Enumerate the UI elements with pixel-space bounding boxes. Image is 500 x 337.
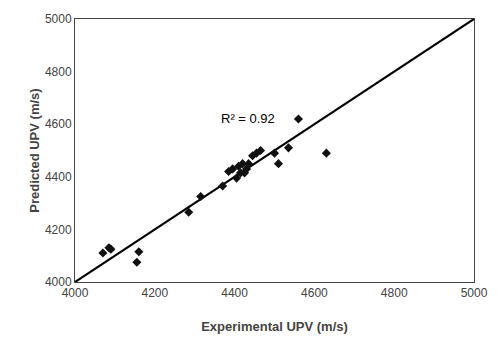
svg-text:Experimental UPV (m/s): Experimental UPV (m/s) bbox=[201, 319, 348, 334]
svg-text:4200: 4200 bbox=[141, 286, 168, 300]
svg-text:4200: 4200 bbox=[45, 223, 72, 237]
svg-text:5000: 5000 bbox=[45, 12, 72, 26]
svg-text:5000: 5000 bbox=[461, 286, 488, 300]
svg-text:4000: 4000 bbox=[62, 286, 89, 300]
svg-text:Predicted UPV (m/s): Predicted UPV (m/s) bbox=[27, 88, 42, 212]
svg-text:4600: 4600 bbox=[301, 286, 328, 300]
svg-text:R² = 0.92: R² = 0.92 bbox=[221, 111, 275, 126]
svg-text:4400: 4400 bbox=[45, 170, 72, 184]
svg-text:4400: 4400 bbox=[221, 286, 248, 300]
svg-text:4000: 4000 bbox=[45, 275, 72, 289]
svg-text:4800: 4800 bbox=[381, 286, 408, 300]
svg-text:4800: 4800 bbox=[45, 65, 72, 79]
svg-text:4600: 4600 bbox=[45, 117, 72, 131]
